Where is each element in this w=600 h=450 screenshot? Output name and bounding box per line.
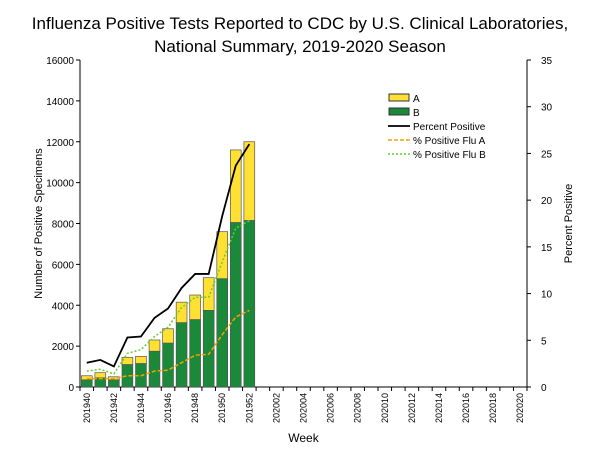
bar-a xyxy=(81,375,93,381)
y2-tick-label: 5 xyxy=(541,336,547,347)
x-tick-label: 202008 xyxy=(353,393,363,423)
bar-a xyxy=(175,301,188,323)
x-tick-label: 201948 xyxy=(190,393,200,423)
y2-tick-label: 15 xyxy=(541,243,553,254)
y2-tick-label: 20 xyxy=(541,196,553,207)
bar-a xyxy=(94,372,107,379)
bar-a xyxy=(135,355,147,364)
x-tick-label: 202002 xyxy=(271,393,281,423)
line-percent-positive xyxy=(86,143,251,368)
y-axis-label: Number of Positive Specimens xyxy=(33,148,45,299)
y-tick-label: 2000 xyxy=(52,342,75,353)
x-tick-label: 201946 xyxy=(163,393,173,423)
bar-a xyxy=(243,141,256,221)
x-tick-label: 202014 xyxy=(434,393,444,423)
bar-b xyxy=(81,379,93,388)
x-tick-label: 202016 xyxy=(461,393,471,423)
x-tick-label: 202018 xyxy=(488,393,498,423)
bar-b xyxy=(162,342,174,388)
y-tick-label: 4000 xyxy=(52,301,75,312)
y-tick-label: 0 xyxy=(68,383,74,394)
bar-b xyxy=(230,222,242,388)
legend-label: B xyxy=(413,108,420,119)
line--positive-flu-b xyxy=(86,220,250,375)
x-tick-label: 202010 xyxy=(380,393,390,423)
y2-tick-label: 10 xyxy=(541,290,553,301)
bar-a xyxy=(148,339,161,352)
y-tick-label: 14000 xyxy=(46,97,74,108)
x-tick-label: 201940 xyxy=(82,393,92,423)
x-tick-label: 202012 xyxy=(407,393,417,423)
y-tick-label: 6000 xyxy=(52,260,75,271)
legend-label: % Positive Flu A xyxy=(413,136,486,147)
bar-a xyxy=(216,231,228,280)
x-axis-label: Week xyxy=(288,431,319,445)
bar-b xyxy=(216,278,228,388)
y2-tick-label: 0 xyxy=(541,383,547,394)
title-line-2: National Summary, 2019-2020 Season xyxy=(154,37,446,56)
bar-b xyxy=(243,220,256,388)
y-tick-label: 8000 xyxy=(52,220,75,231)
x-tick-label: 201944 xyxy=(136,393,146,423)
x-tick-label: 202020 xyxy=(515,393,525,423)
y2-tick-label: 30 xyxy=(541,103,553,114)
x-tick-label: 201950 xyxy=(217,393,227,423)
x-tick-label: 201952 xyxy=(244,393,254,423)
title-line-1: Influenza Positive Tests Reported to CDC… xyxy=(31,14,569,33)
bar-b xyxy=(175,322,188,388)
y2-axis-label: Percent Positive xyxy=(563,184,575,263)
x-tick-label: 202004 xyxy=(299,393,309,423)
y2-tick-label: 25 xyxy=(541,149,553,160)
x-tick-label: 202006 xyxy=(326,393,336,423)
bar-a xyxy=(189,294,201,320)
y-tick-label: 12000 xyxy=(46,138,74,149)
bar-a xyxy=(162,328,174,344)
y-tick-label: 10000 xyxy=(46,179,74,190)
legend-swatch xyxy=(388,93,410,102)
bar-b xyxy=(108,379,120,388)
legend-label: Percent Positive xyxy=(413,122,486,133)
bar-b xyxy=(189,319,201,388)
chart-title: Influenza Positive Tests Reported to CDC… xyxy=(0,12,600,58)
y2-tick-label: 35 xyxy=(541,56,553,67)
y-tick-label: 16000 xyxy=(46,56,74,67)
legend-label: A xyxy=(413,94,420,105)
bar-a xyxy=(121,357,134,365)
line--positive-flu-a xyxy=(86,309,250,380)
legend-label: % Positive Flu B xyxy=(413,150,486,161)
legend-swatch xyxy=(388,107,410,116)
bar-a xyxy=(202,277,215,311)
bar-b xyxy=(148,350,161,388)
x-tick-label: 201942 xyxy=(109,393,119,423)
